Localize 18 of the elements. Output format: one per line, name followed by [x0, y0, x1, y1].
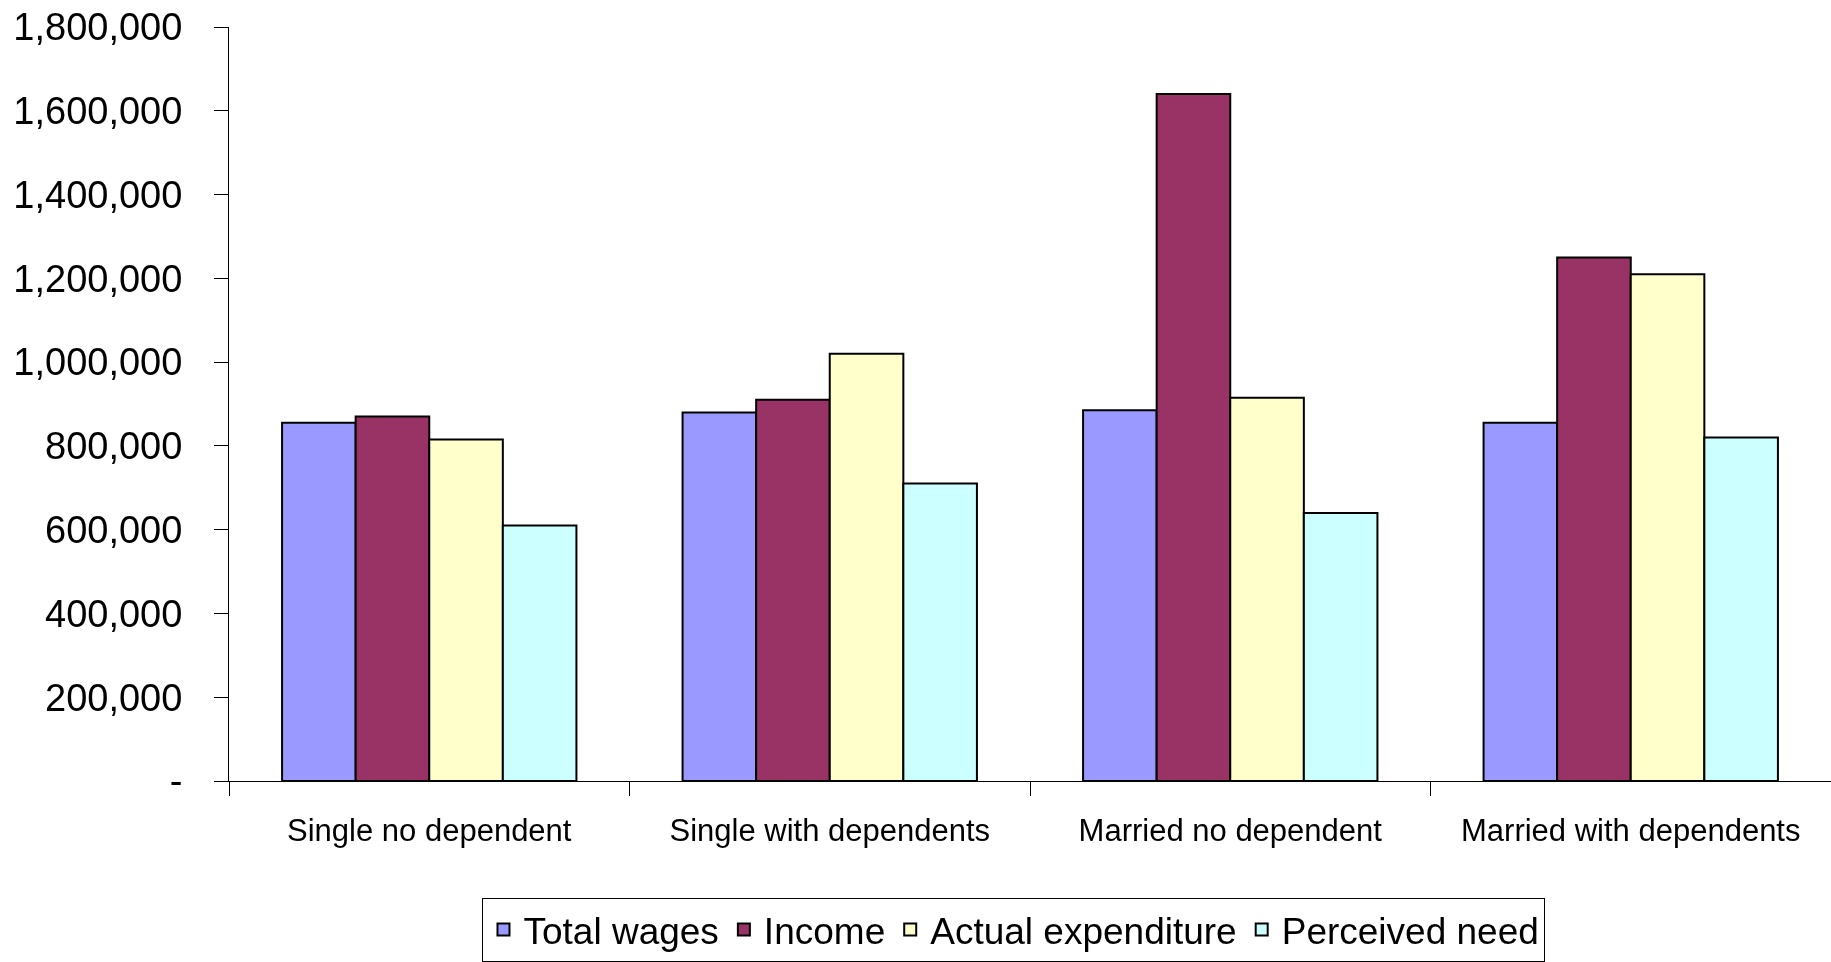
y-tick-label: 1,800,000 [13, 6, 183, 49]
y-tick-label: 1,200,000 [13, 257, 183, 300]
y-tick-label: - [169, 760, 183, 803]
legend-label: Perceived need [1281, 910, 1539, 952]
x-tick-label: Single with dependents [669, 813, 991, 849]
legend-label: Income [763, 910, 886, 952]
x-tick-label: Single no dependent [287, 813, 572, 849]
y-tick-label: 1,000,000 [13, 341, 183, 384]
legend-label: Total wages [523, 910, 719, 952]
y-tick-label: 600,000 [45, 508, 183, 551]
y-tick-label: 800,000 [45, 425, 183, 468]
y-tick-label: 1,600,000 [13, 90, 183, 133]
y-tick-label: 400,000 [45, 592, 183, 635]
x-tick-label: Married no dependent [1078, 813, 1383, 849]
legend-label: Actual expenditure [930, 910, 1237, 952]
y-tick-label: 1,400,000 [13, 173, 183, 216]
x-tick-label: Married with dependents [1461, 813, 1801, 849]
y-tick-label: 200,000 [45, 676, 183, 719]
